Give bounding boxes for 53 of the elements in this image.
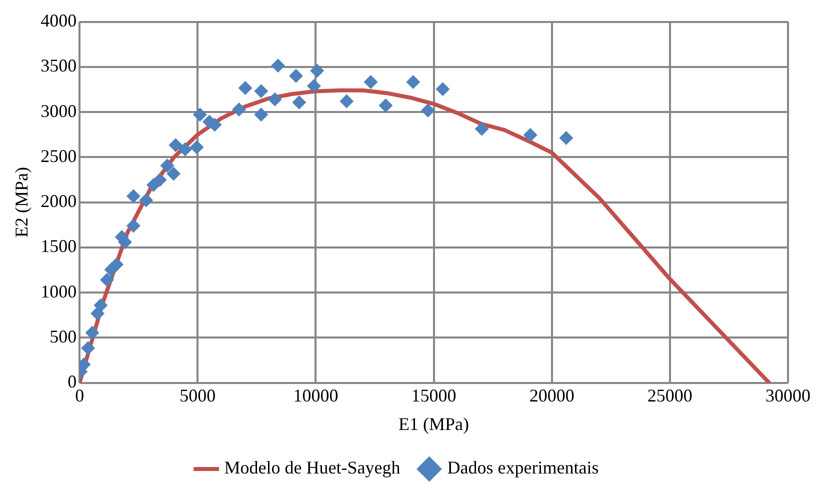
- point: [110, 257, 124, 272]
- point: [126, 189, 140, 204]
- x-tick-label: 5000: [180, 385, 216, 406]
- point: [271, 58, 286, 73]
- point: [254, 108, 268, 122]
- point: [139, 193, 154, 208]
- x-tick-label: 10000: [293, 385, 338, 406]
- point: [378, 98, 393, 112]
- y-tick-label: 3500: [40, 56, 77, 76]
- point: [310, 64, 324, 78]
- x-tick-label: 15000: [411, 385, 456, 406]
- y-tick-label: 1000: [40, 281, 77, 302]
- point: [160, 158, 174, 173]
- y-tick-label: 2500: [40, 146, 77, 166]
- point: [94, 298, 108, 312]
- y-tick-label: 3000: [40, 100, 77, 121]
- point: [364, 74, 378, 89]
- y-axis-title: E2 (MPa): [12, 167, 32, 238]
- point: [306, 79, 321, 94]
- x-tick-label: 25000: [647, 385, 692, 406]
- point: [238, 81, 252, 96]
- point: [152, 172, 167, 187]
- point: [406, 74, 420, 89]
- point: [168, 138, 183, 152]
- point: [254, 84, 268, 98]
- point: [523, 128, 538, 142]
- y-tick-label: 4000: [40, 10, 77, 31]
- legend-label: Modelo de Huet-Sayegh: [224, 458, 400, 478]
- y-tick-label: 0: [68, 372, 77, 392]
- point: [190, 140, 204, 154]
- point: [292, 95, 306, 110]
- x-axis-title: E1 (MPa): [398, 414, 470, 434]
- point: [268, 92, 282, 106]
- point: [232, 102, 246, 117]
- point: [340, 94, 354, 108]
- point: [420, 104, 435, 118]
- point: [178, 142, 192, 156]
- x-tick-label: 30000: [766, 385, 810, 406]
- y-tick-label: 2000: [40, 191, 77, 212]
- point: [192, 108, 207, 122]
- legend-label: Dados experimentais: [447, 458, 599, 478]
- point: [474, 122, 489, 136]
- point: [81, 341, 96, 356]
- point: [436, 82, 450, 96]
- y-tick-label: 1500: [40, 236, 77, 256]
- point: [85, 326, 100, 340]
- x-tick-label: 20000: [529, 385, 574, 406]
- point: [126, 218, 140, 233]
- point: [288, 68, 303, 83]
- point: [559, 131, 574, 146]
- point: [100, 272, 114, 287]
- point: [166, 166, 181, 181]
- y-tick-label: 500: [50, 326, 77, 346]
